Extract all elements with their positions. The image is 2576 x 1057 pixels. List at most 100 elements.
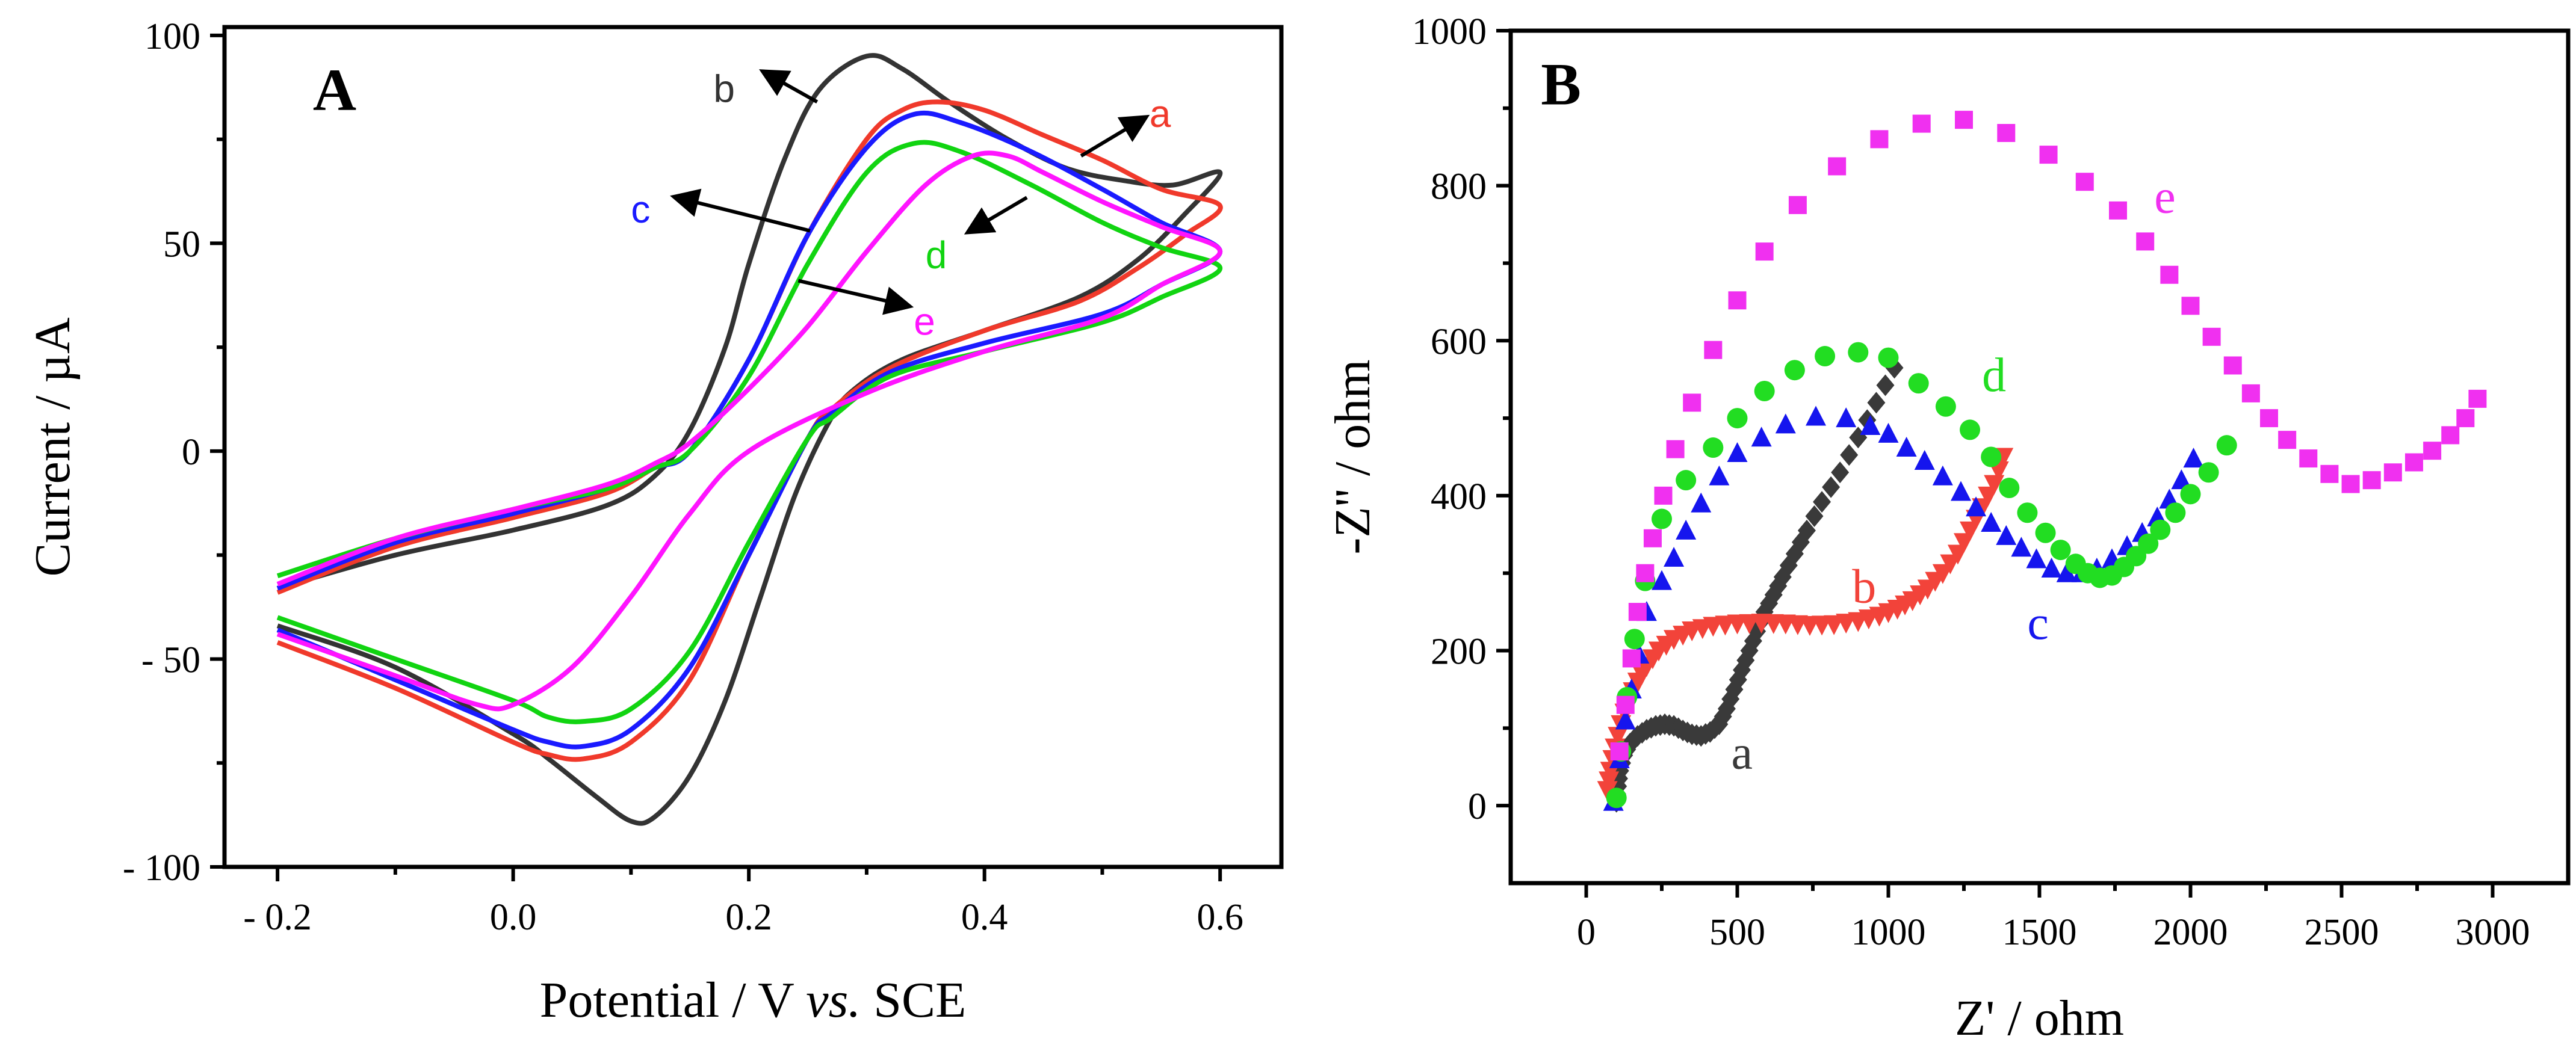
square-marker <box>2341 475 2360 493</box>
x-tick-label: 2500 <box>2305 912 2379 953</box>
y-tick-label: 100 <box>144 16 200 57</box>
diamond-marker <box>1805 505 1824 528</box>
square-marker <box>2441 426 2460 445</box>
triangle-up-marker <box>1751 427 1772 447</box>
y-tick-label: 50 <box>163 224 200 265</box>
curve-label-e: e <box>2154 171 2176 224</box>
square-marker <box>2320 464 2339 483</box>
x-tick-label: 1000 <box>1851 912 1926 953</box>
triangle-up-marker <box>2056 562 2077 582</box>
circle-marker <box>2198 462 2219 483</box>
square-marker <box>2260 409 2279 428</box>
series-d <box>1606 342 2237 809</box>
y-tick-label: 400 <box>1431 476 1487 517</box>
x-axis-title: Z' / ohm <box>1955 990 2124 1046</box>
square-marker <box>1870 130 1889 149</box>
circle-marker <box>1703 437 1724 458</box>
panel-a-cyclic-voltammetry: - 0.2 0.0 0.2 0.4 0.6 100 50 0 - 50 - 100 Potentia… <box>25 16 1284 1028</box>
square-marker <box>2278 431 2297 449</box>
y-tick-label: 200 <box>1431 632 1487 673</box>
circle-marker <box>1754 381 1775 402</box>
series-e <box>1610 111 2487 761</box>
diamond-marker <box>1813 491 1831 513</box>
triangle-up-marker <box>1966 496 1987 517</box>
y-tick-label: 1000 <box>1412 11 1487 52</box>
triangle-up-marker <box>1709 465 1730 485</box>
curve-label-b: b <box>713 67 735 110</box>
square-marker <box>2299 449 2318 468</box>
triangle-up-marker <box>2183 448 2204 468</box>
diamond-marker <box>1876 374 1895 396</box>
triangle-up-marker <box>1860 414 1881 435</box>
square-marker <box>2456 409 2475 428</box>
circle-marker <box>1676 470 1697 491</box>
x-tick-label: 0.4 <box>961 897 1008 938</box>
triangle-up-marker <box>1932 465 1953 485</box>
cv-curve-e <box>276 150 1223 712</box>
arrow-icon <box>797 279 914 315</box>
triangle-up-marker <box>2041 557 2062 578</box>
square-marker <box>2202 327 2221 346</box>
triangle-down-marker <box>1599 771 1620 792</box>
circle-marker <box>1960 419 1981 440</box>
circle-marker <box>1999 478 2020 499</box>
series-e <box>276 150 1223 712</box>
circle-marker <box>2180 484 2201 505</box>
x-tick-label: 0.6 <box>1197 897 1243 938</box>
x-axis-title-part: Potential / V <box>540 972 807 1028</box>
square-marker <box>2223 356 2242 375</box>
y-tick-label: - 100 <box>123 848 200 889</box>
triangle-up-marker <box>1664 546 1685 567</box>
triangle-down-marker <box>1824 615 1845 635</box>
square-marker <box>1643 529 1662 547</box>
curve-label-a: a <box>1150 92 1171 135</box>
triangle-up-marker <box>1996 525 2017 545</box>
y-tick-label: 800 <box>1431 167 1487 208</box>
triangle-up-marker <box>1727 442 1748 463</box>
x-tick-label: 0 <box>1577 912 1596 953</box>
y-tick-label: 600 <box>1431 321 1487 362</box>
square-marker <box>2468 389 2487 408</box>
circle-marker <box>2150 519 2171 540</box>
curve-label-d: d <box>926 233 947 277</box>
triangle-up-marker <box>1896 437 1917 457</box>
x-axis-title-part: SCE <box>861 972 966 1028</box>
y-tick-label: 0 <box>1468 786 1487 827</box>
arrow-icon <box>964 196 1028 235</box>
y-axis-title: -Z'' / ohm <box>1325 359 1381 554</box>
triangle-up-marker <box>1676 519 1697 540</box>
triangle-up-marker <box>1950 481 1971 501</box>
curve-label-a: a <box>1731 726 1753 779</box>
square-marker <box>1755 242 1774 261</box>
square-marker <box>1704 341 1723 359</box>
square-marker <box>1616 695 1635 714</box>
triangle-up-marker <box>1836 407 1857 428</box>
diamond-marker <box>1822 476 1841 498</box>
circle-marker <box>1981 446 2002 467</box>
circle-marker <box>1815 346 1836 367</box>
arrow-icon <box>759 69 819 104</box>
circle-marker <box>2216 435 2237 456</box>
square-marker <box>1912 114 1931 133</box>
diamond-marker <box>1867 392 1886 414</box>
circle-marker <box>1652 508 1672 529</box>
square-marker <box>2362 471 2381 490</box>
plot-frame <box>222 25 1284 869</box>
triangle-up-marker <box>1775 413 1796 434</box>
triangle-up-marker <box>2026 548 2047 569</box>
x-tick-label: 0.0 <box>490 897 537 938</box>
square-marker <box>1666 440 1685 458</box>
square-marker <box>2423 442 2442 460</box>
triangle-up-marker <box>1981 511 2002 532</box>
diamond-marker <box>1840 444 1859 466</box>
square-marker <box>1622 649 1641 668</box>
square-marker <box>1683 393 1701 412</box>
square-marker <box>2181 297 2200 315</box>
square-marker <box>2136 232 2155 251</box>
triangle-down-marker <box>1597 781 1618 801</box>
series-d <box>276 140 1223 724</box>
arrow-icon <box>670 188 811 233</box>
circle-marker <box>1727 408 1748 429</box>
diamond-marker <box>1797 519 1816 541</box>
